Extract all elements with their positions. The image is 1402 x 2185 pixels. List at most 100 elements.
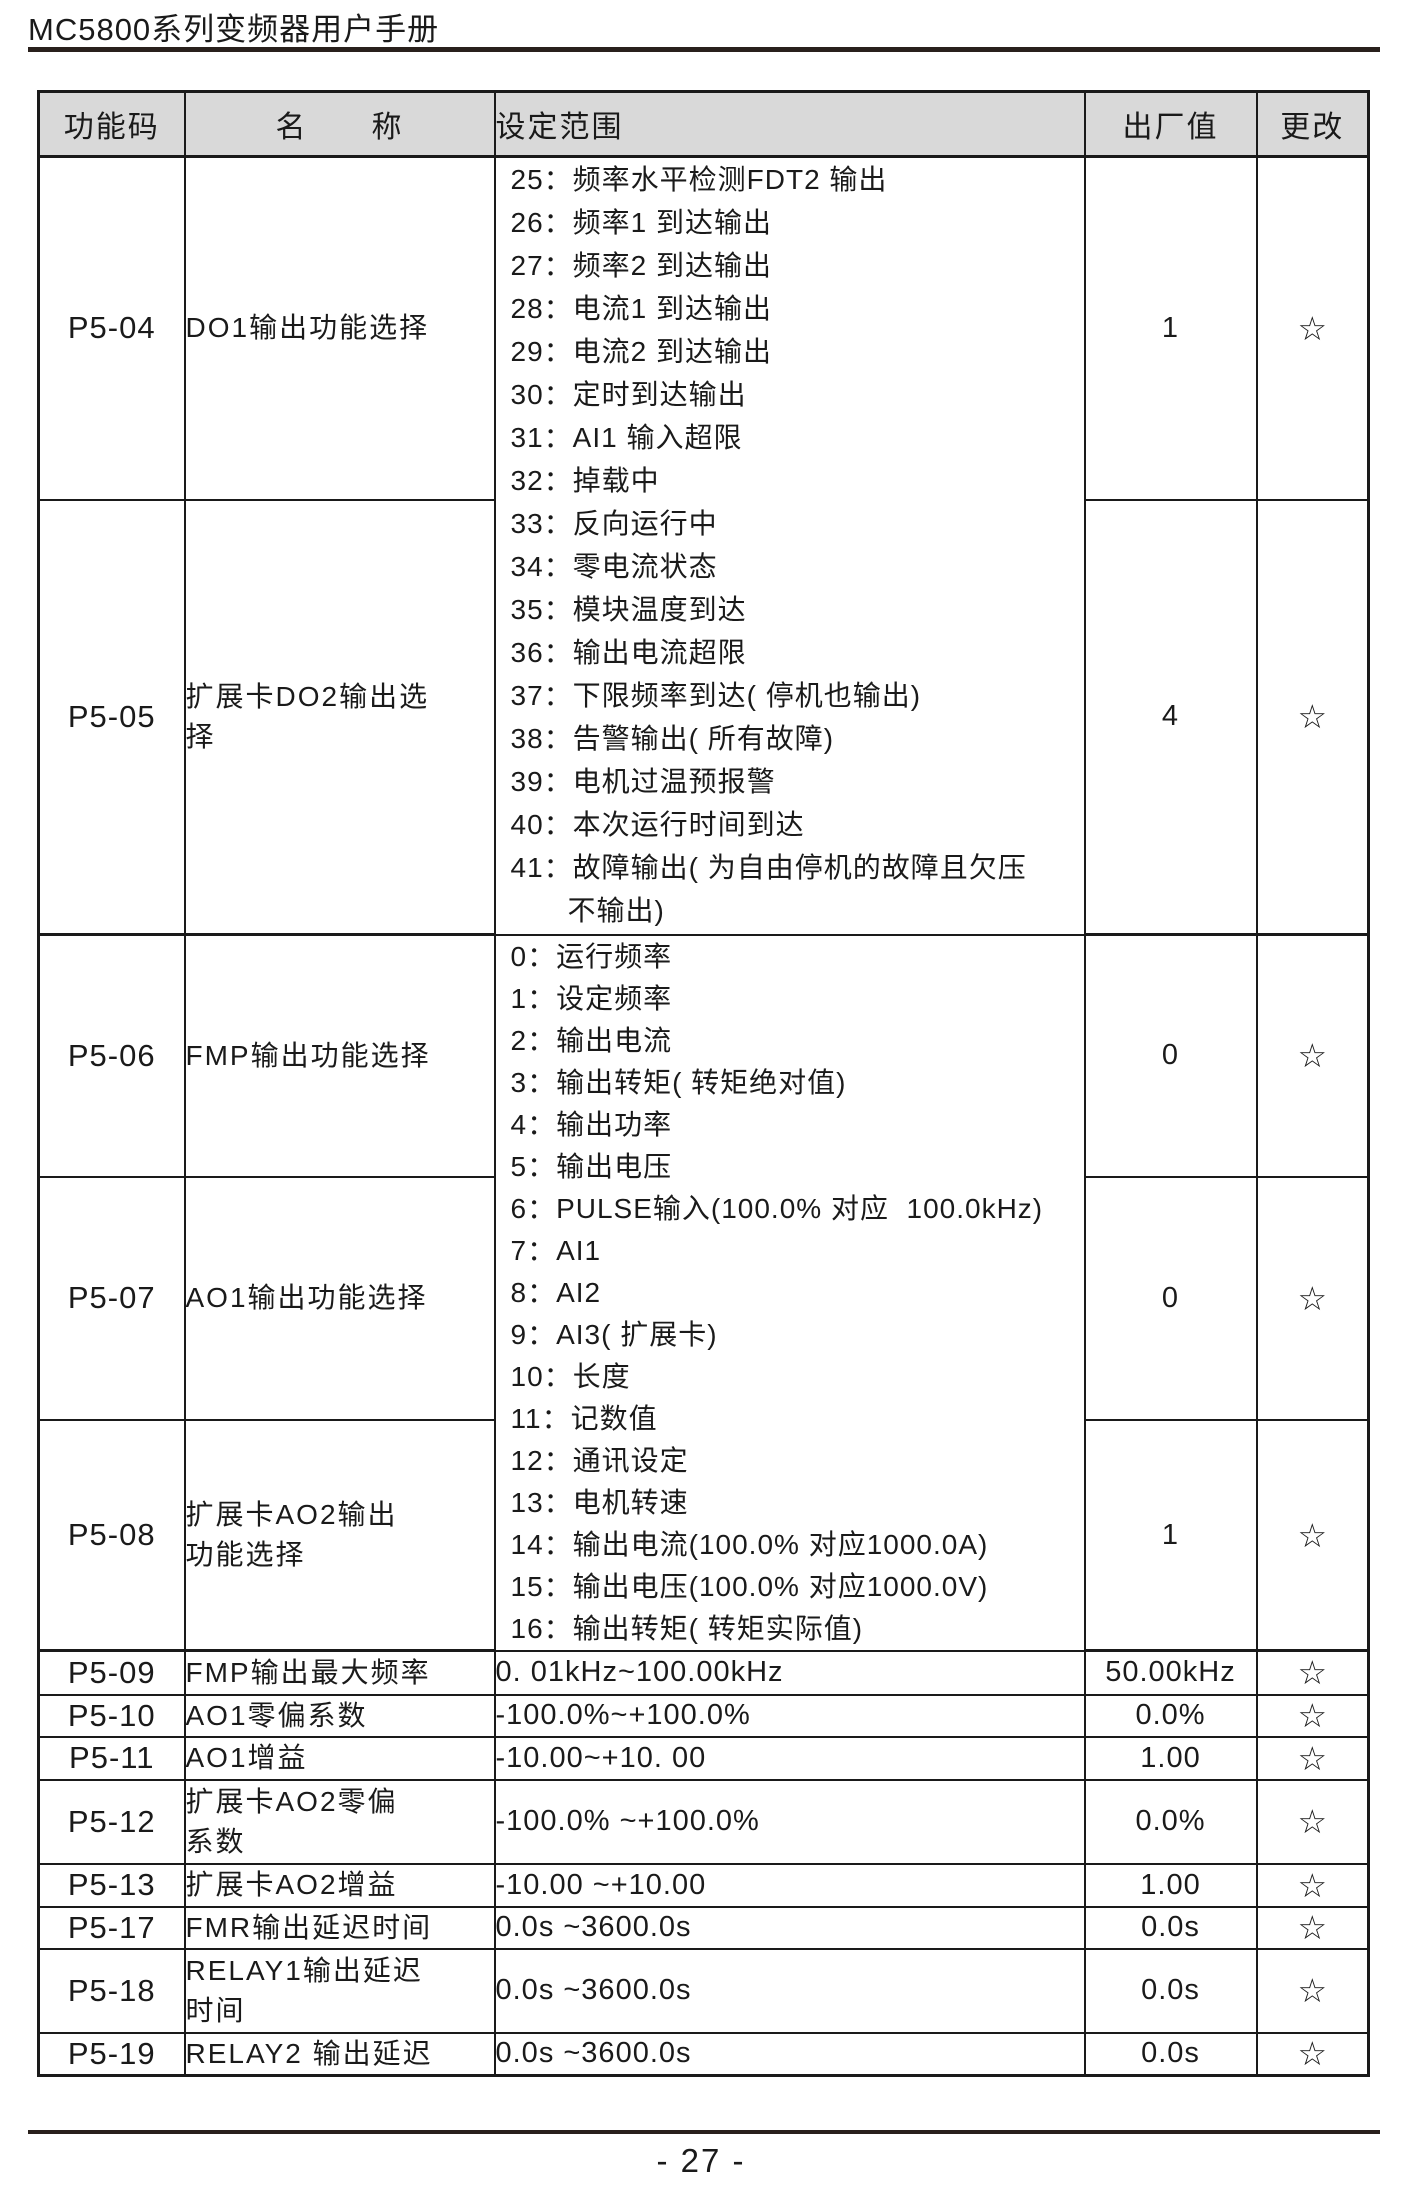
range-value: -10.00~+10. 00 bbox=[493, 1735, 1086, 1781]
param-name: AO1输出功能选择 bbox=[183, 1175, 496, 1422]
range-value: 0.0s ~3600.0s bbox=[493, 1947, 1086, 2034]
page-title: MC5800系列变频器用户手册 bbox=[28, 12, 440, 47]
header-default: 出厂值 bbox=[1083, 90, 1258, 158]
default-value: 50.00kHz bbox=[1083, 1649, 1258, 1696]
range-option: 25：频率水平检测FDT2 输出 bbox=[510, 164, 888, 195]
range-option: 13：电机转速 bbox=[510, 1486, 689, 1518]
modify-star-icon: ☆ bbox=[1255, 1175, 1370, 1422]
range-option: 4：输出功率 bbox=[510, 1108, 673, 1140]
range-value: 0.0s ~3600.0s bbox=[493, 1905, 1086, 1950]
header-modify: 更改 bbox=[1255, 90, 1370, 158]
default-value: 0 bbox=[1083, 1175, 1258, 1422]
table-row: P5-13 扩展卡AO2增益 -10.00 ~+10.00 1.00 ☆ bbox=[37, 1862, 1370, 1908]
range-option: 41：故障输出( 为自由停机的故障且欠压 不输出) bbox=[510, 852, 1027, 926]
range-option: 2：输出电流 bbox=[510, 1024, 673, 1056]
default-value: 1.00 bbox=[1083, 1735, 1258, 1781]
range-value: -100.0% ~+100.0% bbox=[493, 1778, 1086, 1865]
range-option: 5：输出电压 bbox=[510, 1150, 673, 1182]
default-value: 0 bbox=[1083, 933, 1258, 1178]
range-value: -100.0%~+100.0% bbox=[493, 1693, 1086, 1738]
range-option: 1：设定频率 bbox=[510, 982, 673, 1014]
table-row: P5-06 FMP输出功能选择 0：运行频率 1：设定频率 2：输出电流 3：输出转矩… bbox=[37, 933, 1370, 1652]
modify-star-icon: ☆ bbox=[1255, 1419, 1370, 1653]
modify-star-icon: ☆ bbox=[1255, 1905, 1370, 1950]
table-row: P5-05 扩展卡DO2输出选 择 4 ☆ bbox=[37, 498, 1370, 936]
table-row: P5-09 FMP输出最大频率 0. 01kHz~100.00kHz 50.00… bbox=[37, 1649, 1370, 1696]
range-option: 28：电流1 到达输出 bbox=[510, 293, 772, 324]
param-name: FMR输出延迟时间 bbox=[183, 1905, 496, 1950]
range-option: 9：AI3( 扩展卡) bbox=[510, 1318, 718, 1350]
range-option: 38：告警输出( 所有故障) bbox=[510, 723, 835, 754]
param-name: AO1零偏系数 bbox=[183, 1693, 496, 1738]
range-option: 40：本次运行时间到达 bbox=[510, 809, 805, 840]
param-name: 扩展卡AO2增益 bbox=[183, 1862, 496, 1908]
range-option: 32：掉载中 bbox=[510, 465, 660, 496]
param-name: DO1输出功能选择 bbox=[183, 155, 496, 501]
param-name: 扩展卡AO2零偏 系数 bbox=[183, 1778, 496, 1865]
default-value: 0.0% bbox=[1083, 1693, 1258, 1738]
range-option: 27：频率2 到达输出 bbox=[510, 250, 772, 281]
default-value: 0.0% bbox=[1083, 1778, 1258, 1865]
header-code: 功能码 bbox=[37, 90, 186, 158]
range-option: 26：频率1 到达输出 bbox=[510, 207, 772, 238]
range-option: 31：AI1 输入超限 bbox=[510, 422, 743, 453]
range-option: 3：输出转矩( 转矩绝对值) bbox=[510, 1066, 847, 1098]
table-row: P5-12 扩展卡AO2零偏 系数 -100.0% ~+100.0% 0.0% … bbox=[37, 1778, 1370, 1865]
range-option: 15：输出电压(100.0% 对应1000.0V) bbox=[510, 1570, 989, 1602]
footer-rule bbox=[28, 2130, 1380, 2134]
table-row: P5-07 AO1输出功能选择 0 ☆ bbox=[37, 1175, 1370, 1422]
param-name: FMP输出最大频率 bbox=[183, 1649, 496, 1696]
default-value: 0.0s bbox=[1083, 1905, 1258, 1950]
modify-star-icon: ☆ bbox=[1255, 933, 1370, 1178]
range-value: 0. 01kHz~100.00kHz bbox=[493, 1649, 1086, 1696]
param-code: P5-18 bbox=[37, 1947, 186, 2034]
param-code: P5-06 bbox=[37, 933, 186, 1178]
param-name: RELAY1输出延迟 时间 bbox=[183, 1947, 496, 2034]
param-name: FMP输出功能选择 bbox=[183, 933, 496, 1178]
header-range: 设定范围 bbox=[493, 90, 1086, 158]
modify-star-icon: ☆ bbox=[1255, 1947, 1370, 2034]
range-option: 11：记数值 bbox=[510, 1402, 658, 1434]
range-value: 0.0s ~3600.0s bbox=[493, 2031, 1086, 2076]
range-options-group: 0：运行频率 1：设定频率 2：输出电流 3：输出转矩( 转矩绝对值) 4：输出功率 5：… bbox=[493, 933, 1086, 1652]
table-header-row: 功能码 名 称 设定范围 出厂值 更改 bbox=[37, 90, 1370, 158]
param-code: P5-10 bbox=[37, 1693, 186, 1738]
table-row: P5-08 扩展卡AO2输出 功能选择 1 ☆ bbox=[37, 1419, 1370, 1653]
range-option: 36：输出电流超限 bbox=[510, 637, 747, 668]
range-option: 37：下限频率到达( 停机也输出) bbox=[510, 680, 922, 711]
param-code: P5-07 bbox=[37, 1175, 186, 1422]
table-row: P5-17 FMR输出延迟时间 0.0s ~3600.0s 0.0s ☆ bbox=[37, 1905, 1370, 1950]
modify-star-icon: ☆ bbox=[1255, 1649, 1370, 1696]
range-option: 0：运行频率 bbox=[510, 940, 673, 972]
param-code: P5-13 bbox=[37, 1862, 186, 1908]
range-option: 7：AI1 bbox=[510, 1234, 602, 1266]
parameter-table: 功能码 名 称 设定范围 出厂值 更改 P5-04 DO1输出功能选择 25：频… bbox=[37, 90, 1370, 2077]
range-option: 8：AI2 bbox=[510, 1276, 602, 1308]
range-option: 14：输出电流(100.0% 对应1000.0A) bbox=[510, 1528, 989, 1560]
param-code: P5-09 bbox=[37, 1649, 186, 1696]
param-code: P5-12 bbox=[37, 1778, 186, 1865]
param-code: P5-04 bbox=[37, 155, 186, 501]
table-row: P5-19 RELAY2 输出延迟 0.0s ~3600.0s 0.0s ☆ bbox=[37, 2031, 1370, 2076]
title-rule bbox=[28, 47, 1380, 52]
param-code: P5-17 bbox=[37, 1905, 186, 1950]
page-number: - 27 - bbox=[656, 2142, 746, 2179]
range-option: 34：零电流状态 bbox=[510, 551, 718, 582]
range-option: 39：电机过温预报警 bbox=[510, 766, 776, 797]
modify-star-icon: ☆ bbox=[1255, 1693, 1370, 1738]
param-name: 扩展卡AO2输出 功能选择 bbox=[183, 1419, 496, 1653]
range-option: 35：模块温度到达 bbox=[510, 594, 747, 625]
range-option: 12：通讯设定 bbox=[510, 1444, 689, 1476]
default-value: 0.0s bbox=[1083, 1947, 1258, 2034]
range-option: 16：输出转矩( 转矩实际值) bbox=[510, 1612, 864, 1644]
default-value: 0.0s bbox=[1083, 2031, 1258, 2076]
table-row: P5-18 RELAY1输出延迟 时间 0.0s ~3600.0s 0.0s ☆ bbox=[37, 1947, 1370, 2034]
param-code: P5-08 bbox=[37, 1419, 186, 1653]
modify-star-icon: ☆ bbox=[1255, 1735, 1370, 1781]
header-name: 名 称 bbox=[183, 90, 496, 158]
range-option: 10：长度 bbox=[510, 1360, 631, 1392]
range-option: 29：电流2 到达输出 bbox=[510, 336, 772, 367]
modify-star-icon: ☆ bbox=[1255, 2031, 1370, 2076]
param-name: 扩展卡DO2输出选 择 bbox=[183, 498, 496, 936]
